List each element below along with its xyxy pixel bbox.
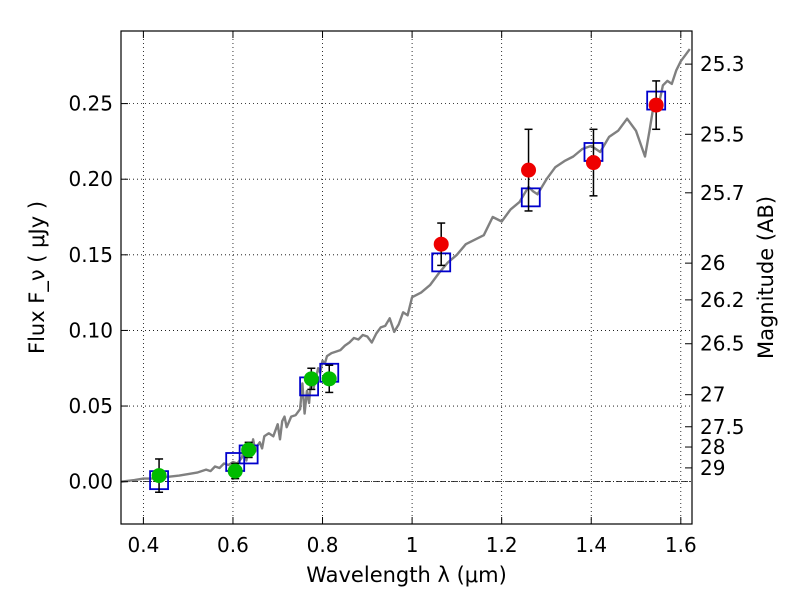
y-tick-label: 0.25 [68, 92, 113, 116]
y-tick-label: 0.05 [68, 394, 113, 418]
grid-lines [121, 31, 692, 524]
x-axis-label: Wavelength λ (μm) [306, 563, 507, 587]
observed-flux-point [227, 463, 243, 479]
x-tick-label: 0.4 [127, 533, 159, 557]
right-tick-label: 26 [700, 251, 725, 275]
observed-flux-point [521, 162, 537, 178]
right-tick-label: 27 [700, 383, 725, 407]
x-tick-label: 1.2 [486, 533, 518, 557]
y-tick-label: 0.20 [68, 167, 113, 191]
axis-ticks: 0.4 0.6 0.8 1 1.2 1.4 1.6 0.00 0.05 0.10 0.15 0.20 0… [68, 31, 745, 557]
data-series [120, 48, 691, 493]
x-tick-label: 0.8 [307, 533, 339, 557]
observed-flux-point [151, 468, 167, 484]
y-tick-label: 0.10 [68, 318, 113, 342]
right-tick-label: 25.3 [700, 52, 745, 76]
x-tick-label: 1.6 [665, 533, 697, 557]
x-tick-label: 0.6 [217, 533, 249, 557]
x-tick-label: 1.4 [575, 533, 607, 557]
right-tick-label: 27.5 [700, 415, 745, 439]
right-tick-label: 28 [700, 435, 725, 459]
observed-flux-point [303, 371, 319, 387]
observed-flux-point [321, 371, 337, 387]
right-axis-label: Magnitude (AB) [754, 196, 778, 359]
right-tick-label: 26.2 [700, 288, 745, 312]
observed-flux-point [648, 97, 664, 113]
right-tick-label: 26.5 [700, 332, 745, 356]
right-tick-label: 25.7 [700, 181, 745, 205]
observed-flux-point [585, 155, 601, 171]
y-tick-label: 0.00 [68, 470, 113, 494]
x-tick-label: 1 [406, 533, 419, 557]
observed-flux-point [241, 442, 257, 458]
y-tick-label: 0.15 [68, 243, 113, 267]
right-tick-label: 29 [700, 456, 725, 480]
y-axis-label: Flux F_ν ( μJy ) [25, 201, 50, 354]
plot-frame [120, 30, 693, 525]
model-flux-square [520, 187, 541, 208]
model-spectrum-line [120, 48, 691, 483]
right-tick-label: 25.5 [700, 122, 745, 146]
observed-flux-point [433, 236, 449, 252]
